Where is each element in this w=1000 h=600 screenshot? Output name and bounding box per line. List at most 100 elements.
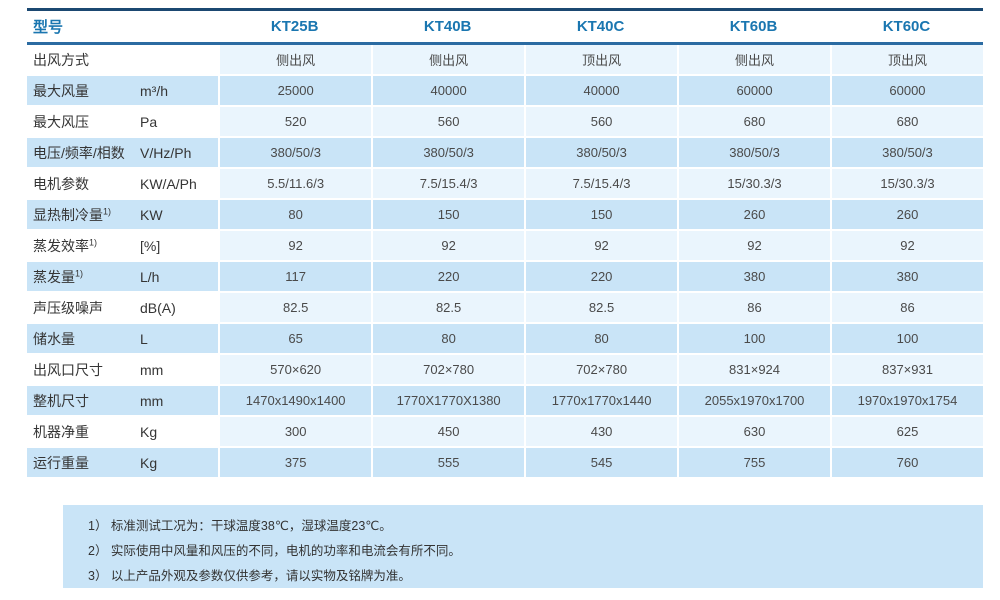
row-unit: mm xyxy=(140,392,164,409)
row-unit: m³/h xyxy=(140,82,168,99)
value-cell: 702×780 xyxy=(524,355,678,384)
value-cell: 侧出风 xyxy=(371,45,525,74)
value-cell: 150 xyxy=(371,200,525,229)
row-label-cell: 声压级噪声 dB(A) xyxy=(27,293,219,322)
row-label: 电压/频率/相数 xyxy=(33,144,125,161)
row-unit: mm xyxy=(140,361,164,378)
value-cell: 117 xyxy=(218,262,372,291)
value-cell: 92 xyxy=(371,231,525,260)
row-unit: L xyxy=(140,330,148,347)
table-row: 最大风压 Pa 520 560 560 680 680 xyxy=(27,107,983,136)
footnote-marker: 1) xyxy=(75,267,84,278)
value-cell: 92 xyxy=(677,231,830,260)
value-cell: 380/50/3 xyxy=(371,138,525,167)
table-row: 储水量 L 65 80 80 100 100 xyxy=(27,324,983,353)
row-unit: Pa xyxy=(140,113,158,130)
row-unit: [%] xyxy=(140,237,161,254)
row-label-cell: 蒸发效率1) [%] xyxy=(27,231,219,260)
table-header-row: 型号 KT25B KT40B KT40C KT60B KT60C xyxy=(27,11,983,45)
value-cell: 680 xyxy=(830,107,983,136)
value-cell: 702×780 xyxy=(371,355,525,384)
value-cell: 82.5 xyxy=(524,293,678,322)
value-cell: 92 xyxy=(524,231,678,260)
value-cell: 560 xyxy=(371,107,525,136)
spec-table: 型号 KT25B KT40B KT40C KT60B KT60C 出风方式 侧出风 侧出风顶… xyxy=(27,8,983,479)
value-cell: 80 xyxy=(218,200,372,229)
row-label-cell: 最大风压 Pa xyxy=(27,107,219,136)
value-cell: 100 xyxy=(677,324,830,353)
value-cell: 260 xyxy=(677,200,830,229)
row-label: 出风方式 xyxy=(33,51,89,68)
value-cell: 1470x1490x1400 xyxy=(218,386,372,415)
table-row: 出风方式 侧出风 侧出风 顶出风 侧出风 顶出风 xyxy=(27,45,983,74)
table-row: 电压/频率/相数 V/Hz/Ph 380/50/3 380/50/3 380/50/3 3… xyxy=(27,138,983,167)
value-cell: 86 xyxy=(677,293,830,322)
row-label: 电机参数 xyxy=(33,175,89,192)
value-cell: 837×931 xyxy=(830,355,983,384)
row-label-cell: 出风口尺寸 mm xyxy=(27,355,219,384)
value-cell: 25000 xyxy=(218,76,372,105)
value-cell: 380/50/3 xyxy=(830,138,983,167)
table-row: 显热制冷量1) KW 80 150 150 260 260 xyxy=(27,200,983,229)
row-unit: dB(A) xyxy=(140,299,176,316)
table-body: 出风方式 侧出风 侧出风 顶出风 侧出风 顶出风 最大风量 m³/h 25000 40000 400… xyxy=(27,45,983,477)
value-cell: 100 xyxy=(830,324,983,353)
row-label-cell: 运行重量 Kg xyxy=(27,448,219,477)
value-cell: 40000 xyxy=(524,76,678,105)
value-cell: 92 xyxy=(218,231,372,260)
value-cell: 15/30.3/3 xyxy=(677,169,830,198)
value-cell: 450 xyxy=(371,417,525,446)
row-label-cell: 整机尺寸 mm xyxy=(27,386,219,415)
value-cell: 220 xyxy=(371,262,525,291)
row-label: 储水量 xyxy=(33,330,75,347)
value-cell: 1770X1770X1380 xyxy=(371,386,525,415)
value-cell: 顶出风 xyxy=(524,45,678,74)
value-cell: 380/50/3 xyxy=(218,138,372,167)
value-cell: 755 xyxy=(677,448,830,477)
row-label-cell: 蒸发量1) L/h xyxy=(27,262,219,291)
row-label: 显热制冷量1) xyxy=(33,205,112,223)
value-cell: 2055x1970x1700 xyxy=(677,386,830,415)
value-cell: 86 xyxy=(830,293,983,322)
value-cell: 555 xyxy=(371,448,525,477)
row-label-cell: 电机参数 KW/A/Ph xyxy=(27,169,219,198)
table-row: 声压级噪声 dB(A) 82.5 82.5 82.5 86 86 xyxy=(27,293,983,322)
value-cell: 60000 xyxy=(677,76,830,105)
value-cell: 375 xyxy=(218,448,372,477)
value-cell: 92 xyxy=(830,231,983,260)
value-cell: 80 xyxy=(524,324,678,353)
row-label: 最大风量 xyxy=(33,82,89,99)
header-model-kt25b: KT25B xyxy=(270,18,319,35)
value-cell: 570×620 xyxy=(218,355,372,384)
header-model-kt60b: KT60B xyxy=(729,18,778,35)
value-cell: 380/50/3 xyxy=(677,138,830,167)
row-unit: Kg xyxy=(140,454,158,471)
footnote-line: 2） 实际使用中风量和风压的不同，电机的功率和电流会有所不同。 xyxy=(88,544,461,558)
value-cell: 150 xyxy=(524,200,678,229)
table-row: 运行重量 Kg 375 555 545 755 760 xyxy=(27,448,983,477)
value-cell: 40000 xyxy=(371,76,525,105)
value-cell: 60000 xyxy=(830,76,983,105)
row-label: 整机尺寸 xyxy=(33,392,89,409)
row-unit: L/h xyxy=(140,268,160,285)
footnote-marker: 1) xyxy=(103,205,112,216)
value-cell: 760 xyxy=(830,448,983,477)
value-cell: 1770x1770x1440 xyxy=(524,386,678,415)
table-row: 出风口尺寸 mm 570×620 702×780 702×780 831×924 837×9… xyxy=(27,355,983,384)
row-label: 运行重量 xyxy=(33,454,89,471)
value-cell: 5.5/11.6/3 xyxy=(218,169,372,198)
table-row: 蒸发效率1) [%] 92 92 92 92 92 xyxy=(27,231,983,260)
row-label-cell: 机器净重 Kg xyxy=(27,417,219,446)
value-cell: 430 xyxy=(524,417,678,446)
footnote-marker: 1) xyxy=(89,236,98,247)
value-cell: 80 xyxy=(371,324,525,353)
row-label-cell: 电压/频率/相数 V/Hz/Ph xyxy=(27,138,219,167)
notes-panel: 1） 标准测试工况为：干球温度38℃，湿球温度23℃。 2） 实际使用中风量和风压… xyxy=(63,505,983,588)
value-cell: 82.5 xyxy=(218,293,372,322)
row-label-cell: 最大风量 m³/h xyxy=(27,76,219,105)
table-row: 蒸发量1) L/h 117 220 220 380 380 xyxy=(27,262,983,291)
table-row: 最大风量 m³/h 25000 40000 40000 60000 60000 xyxy=(27,76,983,105)
header-model-kt60c: KT60C xyxy=(882,18,931,35)
row-label: 出风口尺寸 xyxy=(33,361,103,378)
value-cell: 831×924 xyxy=(677,355,830,384)
